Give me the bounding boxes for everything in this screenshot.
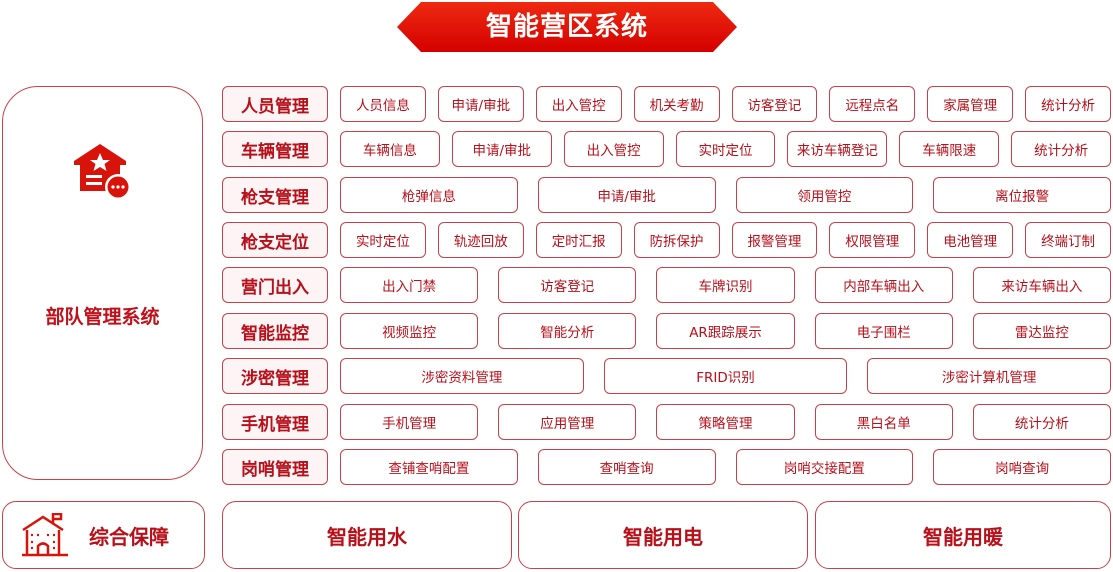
- feature-item[interactable]: 智能分析: [498, 313, 637, 349]
- feature-item[interactable]: 领用管控: [735, 177, 914, 213]
- feature-item[interactable]: 车辆信息: [340, 131, 440, 167]
- feature-item[interactable]: 电子围栏: [814, 313, 953, 349]
- feature-item[interactable]: 枪弹信息: [340, 177, 518, 213]
- smart-heating-box[interactable]: 智能用暖: [815, 501, 1111, 569]
- feature-item[interactable]: 车辆限速: [899, 131, 1000, 167]
- feature-item[interactable]: 权限管理: [829, 222, 916, 258]
- module-row: 涉密管理 涉密资料管理 FRID识别 涉密计算机管理: [222, 358, 1112, 394]
- feature-item[interactable]: 统计分析: [1011, 131, 1112, 167]
- smart-water-box[interactable]: 智能用水: [222, 501, 512, 569]
- category-label[interactable]: 车辆管理: [222, 131, 328, 167]
- feature-item[interactable]: 申请/审批: [451, 131, 552, 167]
- page-title: 智能营区系统: [485, 12, 648, 42]
- category-label[interactable]: 枪支定位: [222, 222, 328, 258]
- feature-item[interactable]: 手机管理: [340, 404, 479, 440]
- feature-item[interactable]: 人员信息: [340, 86, 426, 122]
- module-row: 枪支定位 实时定位 轨迹回放 定时汇报 防拆保护 报警管理 权限管理 电池管理 终端订制: [222, 222, 1111, 258]
- left-panel-title: 部队管理系统: [45, 306, 160, 328]
- module-row: 枪支管理 枪弹信息 申请/审批 领用管控 离位报警: [222, 177, 1111, 213]
- feature-item[interactable]: 机关考勤: [633, 86, 720, 122]
- category-label[interactable]: 手机管理: [222, 404, 328, 440]
- feature-item[interactable]: 定时汇报: [535, 222, 622, 258]
- feature-list: 查铺查哨配置 查哨查询 岗哨交接配置 岗哨查询: [340, 449, 1111, 485]
- category-label[interactable]: 智能监控: [222, 313, 328, 349]
- feature-item[interactable]: 黑白名单: [814, 404, 953, 440]
- army-management-panel: [2, 86, 203, 480]
- feature-item[interactable]: 访客登记: [731, 86, 818, 122]
- feature-list: 手机管理 应用管理 策略管理 黑白名单 统计分析: [340, 404, 1112, 440]
- feature-item[interactable]: 查铺查哨配置: [340, 449, 518, 485]
- feature-item[interactable]: 来访车辆出入: [972, 267, 1112, 303]
- category-label[interactable]: 涉密管理: [222, 358, 328, 394]
- feature-item[interactable]: 雷达监控: [972, 313, 1112, 349]
- feature-item[interactable]: 访客登记: [498, 267, 637, 303]
- support-box[interactable]: 综合保障: [2, 501, 205, 569]
- banner-shape: [397, 2, 737, 52]
- smart-electricity-box[interactable]: 智能用电: [518, 501, 808, 569]
- feature-list: 视频监控 智能分析 AR跟踪展示 电子围栏 雷达监控: [340, 313, 1112, 349]
- module-row: 手机管理 手机管理 应用管理 策略管理 黑白名单 统计分析: [222, 404, 1112, 440]
- feature-item[interactable]: 远程点名: [829, 86, 916, 122]
- feature-list: 出入门禁 访客登记 车牌识别 内部车辆出入 来访车辆出入: [340, 267, 1112, 303]
- feature-list: 涉密资料管理 FRID识别 涉密计算机管理: [340, 358, 1112, 394]
- feature-item[interactable]: 岗哨查询: [933, 449, 1111, 485]
- feature-item[interactable]: 策略管理: [656, 404, 795, 440]
- feature-item[interactable]: 应用管理: [498, 404, 637, 440]
- feature-item[interactable]: 内部车辆出入: [814, 267, 953, 303]
- feature-item[interactable]: 申请/审批: [537, 177, 716, 213]
- feature-item[interactable]: 出入管控: [535, 86, 622, 122]
- feature-item[interactable]: 视频监控: [340, 313, 479, 349]
- feature-item[interactable]: 防拆保护: [633, 222, 720, 258]
- module-row: 车辆管理 车辆信息 申请/审批 出入管控 实时定位 来访车辆登记 车辆限速 统计分析: [222, 131, 1112, 167]
- module-row: 岗哨管理 查铺查哨配置 查哨查询 岗哨交接配置 岗哨查询: [222, 449, 1111, 485]
- house-star-chat-icon: [74, 144, 131, 200]
- category-label[interactable]: 岗哨管理: [222, 449, 328, 485]
- feature-list: 实时定位 轨迹回放 定时汇报 防拆保护 报警管理 权限管理 电池管理 终端订制: [340, 222, 1111, 258]
- feature-item[interactable]: 车牌识别: [656, 267, 795, 303]
- category-label[interactable]: 人员管理: [222, 86, 328, 122]
- feature-item[interactable]: 岗哨交接配置: [735, 449, 914, 485]
- feature-item[interactable]: 涉密计算机管理: [867, 358, 1112, 394]
- support-label: 综合保障: [89, 524, 169, 549]
- feature-item[interactable]: 实时定位: [675, 131, 776, 167]
- feature-item[interactable]: 实时定位: [340, 222, 426, 258]
- feature-item[interactable]: 统计分析: [972, 404, 1112, 440]
- title-banner: 智能营区系统: [397, 2, 737, 52]
- module-row: 营门出入 出入门禁 访客登记 车牌识别 内部车辆出入 来访车辆出入: [222, 267, 1112, 303]
- feature-list: 枪弹信息 申请/审批 领用管控 离位报警: [340, 177, 1111, 213]
- feature-list: 人员信息 申请/审批 出入管控 机关考勤 访客登记 远程点名 家属管理 统计分析: [340, 86, 1111, 122]
- feature-item[interactable]: 报警管理: [731, 222, 818, 258]
- feature-item[interactable]: 查哨查询: [537, 449, 716, 485]
- feature-item[interactable]: AR跟踪展示: [656, 313, 795, 349]
- feature-item[interactable]: 申请/审批: [437, 86, 524, 122]
- feature-item[interactable]: 涉密资料管理: [340, 358, 584, 394]
- feature-item[interactable]: 来访车辆登记: [787, 131, 888, 167]
- feature-list: 车辆信息 申请/审批 出入管控 实时定位 来访车辆登记 车辆限速 统计分析: [340, 131, 1112, 167]
- feature-item[interactable]: 电池管理: [927, 222, 1014, 258]
- category-label[interactable]: 营门出入: [222, 267, 328, 303]
- module-row: 人员管理 人员信息 申请/审批 出入管控 机关考勤 访客登记 远程点名 家属管理 统计分析: [222, 86, 1111, 122]
- feature-item[interactable]: 出入门禁: [340, 267, 479, 303]
- feature-item[interactable]: 出入管控: [563, 131, 664, 167]
- feature-item[interactable]: FRID识别: [603, 358, 848, 394]
- category-label[interactable]: 枪支管理: [222, 177, 328, 213]
- building-flag-icon: [22, 513, 68, 557]
- feature-item[interactable]: 终端订制: [1025, 222, 1111, 258]
- feature-item[interactable]: 离位报警: [933, 177, 1111, 213]
- feature-item[interactable]: 统计分析: [1025, 86, 1111, 122]
- feature-item[interactable]: 家属管理: [927, 86, 1014, 122]
- module-row: 智能监控 视频监控 智能分析 AR跟踪展示 电子围栏 雷达监控: [222, 313, 1112, 349]
- feature-item[interactable]: 轨迹回放: [437, 222, 524, 258]
